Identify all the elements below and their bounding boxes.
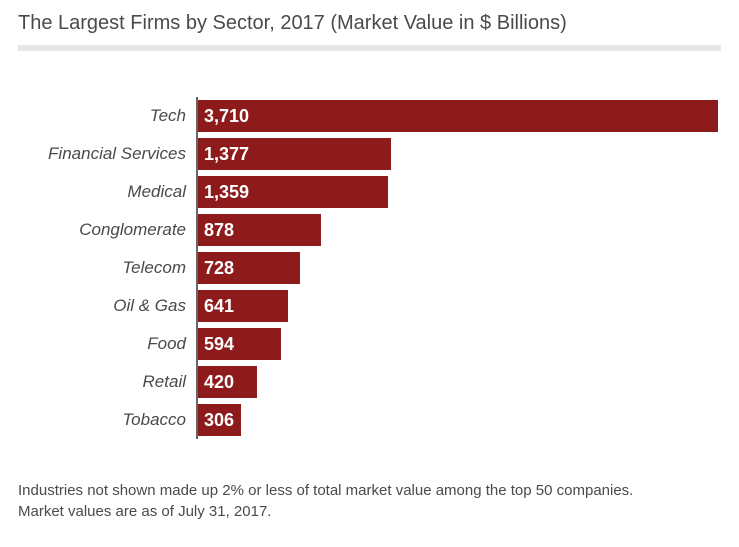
bar-row: Medical 1,359 bbox=[18, 173, 721, 211]
bar-row: Tech 3,710 bbox=[18, 97, 721, 135]
label-col: Financial Services bbox=[18, 135, 196, 173]
bar: 594 bbox=[198, 328, 281, 360]
footnote-2: Market values are as of July 31, 2017. bbox=[18, 501, 721, 523]
chart-container: The Largest Firms by Sector, 2017 (Marke… bbox=[0, 0, 739, 547]
bar: 1,359 bbox=[198, 176, 388, 208]
bar-col: 594 bbox=[196, 325, 721, 363]
bar-row: Telecom 728 bbox=[18, 249, 721, 287]
bar-col: 728 bbox=[196, 249, 721, 287]
bar-value: 1,377 bbox=[204, 144, 249, 165]
category-label: Retail bbox=[143, 372, 186, 392]
category-label: Medical bbox=[127, 182, 186, 202]
bar-value: 641 bbox=[204, 296, 234, 317]
category-label: Telecom bbox=[122, 258, 186, 278]
bar-col: 420 bbox=[196, 363, 721, 401]
bar-col: 641 bbox=[196, 287, 721, 325]
bar-col: 1,377 bbox=[196, 135, 721, 173]
bar: 306 bbox=[198, 404, 241, 436]
title-rule bbox=[18, 45, 721, 51]
chart-area: Tech 3,710 Financial Services 1,377 Medical 1… bbox=[18, 97, 721, 439]
label-col: Retail bbox=[18, 363, 196, 401]
category-label: Food bbox=[147, 334, 186, 354]
category-label: Conglomerate bbox=[79, 220, 186, 240]
label-col: Tech bbox=[18, 97, 196, 135]
bar-col: 306 bbox=[196, 401, 721, 439]
category-label: Financial Services bbox=[48, 144, 186, 164]
label-col: Medical bbox=[18, 173, 196, 211]
bar: 641 bbox=[198, 290, 288, 322]
bar-value: 878 bbox=[204, 220, 234, 241]
label-col: Telecom bbox=[18, 249, 196, 287]
bar-value: 306 bbox=[204, 410, 234, 431]
bar-row: Oil & Gas 641 bbox=[18, 287, 721, 325]
bar-value: 1,359 bbox=[204, 182, 249, 203]
bar-value: 3,710 bbox=[204, 106, 249, 127]
bar-col: 878 bbox=[196, 211, 721, 249]
footnotes: Industries not shown made up 2% or less … bbox=[18, 480, 721, 524]
bar-col: 1,359 bbox=[196, 173, 721, 211]
bar-row: Conglomerate 878 bbox=[18, 211, 721, 249]
label-col: Oil & Gas bbox=[18, 287, 196, 325]
label-col: Food bbox=[18, 325, 196, 363]
bar: 1,377 bbox=[198, 138, 391, 170]
bar-value: 728 bbox=[204, 258, 234, 279]
category-label: Tech bbox=[150, 106, 186, 126]
bar: 420 bbox=[198, 366, 257, 398]
bar-value: 594 bbox=[204, 334, 234, 355]
bar: 878 bbox=[198, 214, 321, 246]
bar-row: Tobacco 306 bbox=[18, 401, 721, 439]
bar-col: 3,710 bbox=[196, 97, 721, 135]
bar-value: 420 bbox=[204, 372, 234, 393]
chart-title: The Largest Firms by Sector, 2017 (Marke… bbox=[18, 12, 721, 45]
label-col: Tobacco bbox=[18, 401, 196, 439]
label-col: Conglomerate bbox=[18, 211, 196, 249]
bar-row: Retail 420 bbox=[18, 363, 721, 401]
category-label: Oil & Gas bbox=[113, 296, 186, 316]
bar-row: Food 594 bbox=[18, 325, 721, 363]
bar: 3,710 bbox=[198, 100, 718, 132]
category-label: Tobacco bbox=[122, 410, 186, 430]
bar-row: Financial Services 1,377 bbox=[18, 135, 721, 173]
bar: 728 bbox=[198, 252, 300, 284]
footnote-1: Industries not shown made up 2% or less … bbox=[18, 480, 721, 502]
